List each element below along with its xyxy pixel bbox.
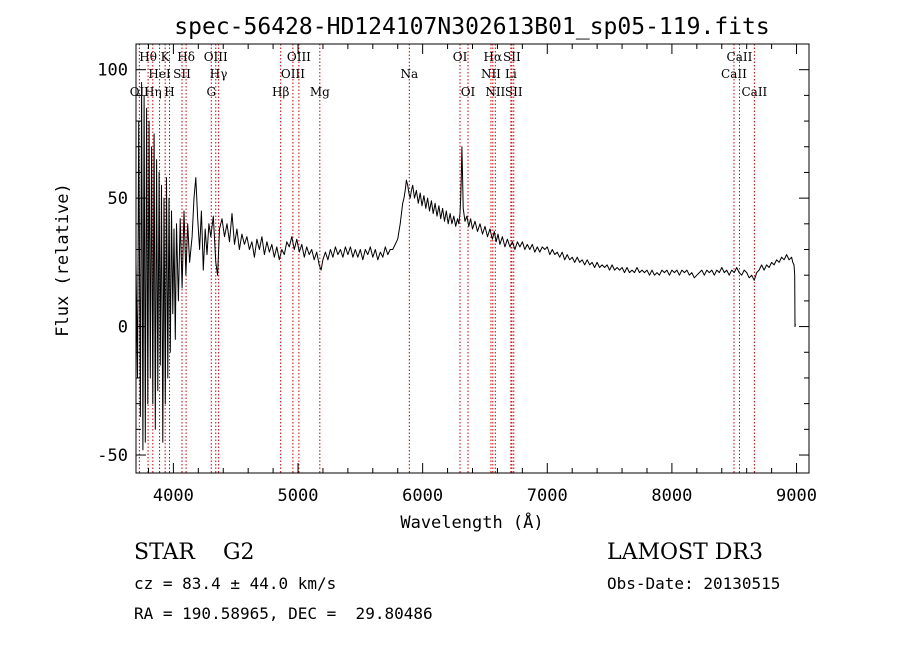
line-marker-label: OIII — [204, 50, 228, 64]
line-marker-label: OI — [453, 50, 468, 64]
line-marker-label: Mg — [310, 85, 330, 99]
line-marker-label: NII — [481, 67, 501, 81]
line-marker-label: G — [206, 85, 216, 99]
line-marker-label: HeI — [148, 67, 171, 81]
line-marker-label: K — [161, 50, 171, 64]
line-marker-label: NII — [485, 85, 505, 99]
y-tick-label: 0 — [118, 318, 128, 338]
y-tick-label: 50 — [108, 189, 128, 209]
line-marker-label: CaII — [721, 67, 747, 81]
line-marker-label: SII — [503, 50, 521, 64]
line-marker-label: Hγ — [210, 67, 228, 81]
line-marker-label: Hθ — [139, 50, 157, 64]
plot-frame — [135, 43, 810, 474]
redshift-velocity: cz = 83.4 ± 44.0 km/s — [134, 574, 337, 593]
line-marker-label: SII — [505, 85, 523, 99]
spectrum-series — [135, 82, 796, 451]
y-axis-label: Flux (relative) — [53, 183, 73, 337]
line-marker-label: Hα — [484, 50, 503, 64]
line-marker-label: Hη — [144, 85, 162, 99]
x-tick-label: 5000 — [278, 486, 319, 506]
y-tick-label: 100 — [97, 61, 128, 81]
y-tick-label: -50 — [97, 446, 128, 466]
x-axis-label: Wavelength (Å) — [400, 511, 543, 533]
x-tick-label: 8000 — [651, 486, 692, 506]
line-marker-label: OI — [461, 85, 476, 99]
x-axis-ticks: 4000 5000 6000 7000 8000 9000 — [147, 44, 817, 506]
chart-title: spec-56428-HD124107N302613B01_sp05-119.f… — [174, 14, 769, 40]
x-tick-label: 9000 — [776, 486, 817, 506]
line-marker-label: H — [164, 85, 174, 99]
line-marker-label: OIII — [281, 67, 305, 81]
line-marker-label: Li — [505, 67, 517, 81]
x-tick-label: 7000 — [527, 486, 568, 506]
line-marker-label: OIII — [287, 50, 311, 64]
x-tick-label: 4000 — [153, 486, 194, 506]
line-marker-label: Hβ — [272, 85, 289, 99]
ra-dec: RA = 190.58965, DEC = 29.80486 — [134, 604, 433, 623]
line-marker-label: Hδ — [177, 50, 195, 64]
line-marker-label: CaII — [727, 50, 753, 64]
object-class: STAR G2 — [134, 540, 255, 565]
y-axis-ticks: -50 0 50 100 — [97, 61, 809, 466]
spectrum-line — [135, 82, 796, 451]
line-marker-label: Na — [400, 67, 418, 81]
survey-name: LAMOST DR3 — [607, 540, 763, 565]
line-marker-label: CaII — [741, 85, 767, 99]
x-tick-label: 6000 — [402, 486, 443, 506]
observation-date: Obs-Date: 20130515 — [607, 574, 781, 593]
line-markers: HθOIIHηHeIKHSIIHδGOIIIHγHβOIIIOIIIMgNaOI… — [130, 44, 768, 473]
line-marker-label: SII — [173, 67, 191, 81]
